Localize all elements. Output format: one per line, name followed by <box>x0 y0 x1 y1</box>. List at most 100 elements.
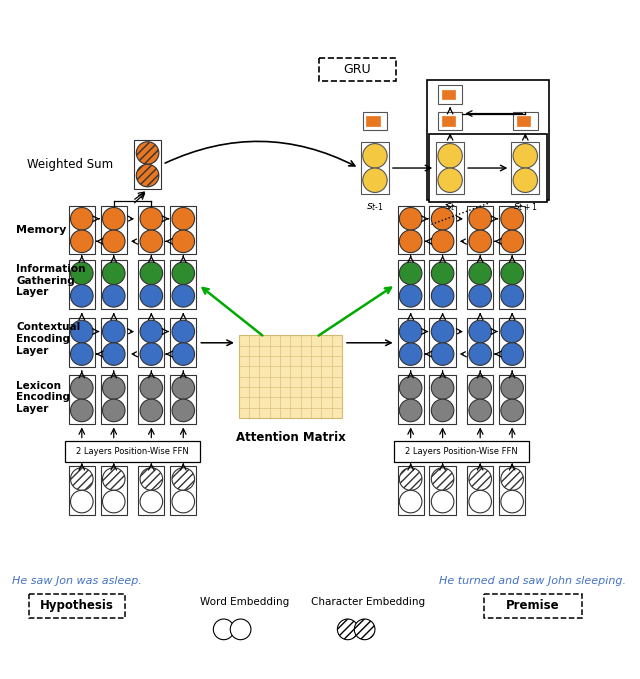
Circle shape <box>399 320 422 343</box>
Circle shape <box>172 399 195 422</box>
Circle shape <box>70 343 93 365</box>
Circle shape <box>431 343 454 365</box>
Circle shape <box>431 230 454 253</box>
Circle shape <box>431 285 454 307</box>
Bar <box>429 318 456 367</box>
Bar <box>239 335 342 418</box>
Bar <box>499 206 525 255</box>
Circle shape <box>501 262 524 285</box>
Text: $s_t$: $s_t$ <box>445 201 456 213</box>
Circle shape <box>70 399 93 422</box>
Bar <box>397 318 424 367</box>
Circle shape <box>172 468 195 490</box>
Text: Weighted Sum: Weighted Sum <box>28 158 113 170</box>
Bar <box>170 375 196 424</box>
Circle shape <box>136 142 159 164</box>
Circle shape <box>140 285 163 307</box>
Circle shape <box>501 343 524 365</box>
Bar <box>499 466 525 515</box>
Bar <box>397 375 424 424</box>
Bar <box>138 206 164 255</box>
Circle shape <box>172 320 195 343</box>
Circle shape <box>431 468 454 490</box>
Circle shape <box>337 619 358 640</box>
Bar <box>68 260 95 309</box>
Circle shape <box>172 490 195 513</box>
Circle shape <box>140 377 163 399</box>
Circle shape <box>438 168 462 192</box>
Bar <box>138 260 164 309</box>
Circle shape <box>355 619 375 640</box>
Text: $s_{t\text{-}1}$: $s_{t\text{-}1}$ <box>366 201 384 213</box>
Bar <box>170 318 196 367</box>
Bar <box>429 206 456 255</box>
Bar <box>68 318 95 367</box>
Circle shape <box>136 164 159 187</box>
Circle shape <box>399 230 422 253</box>
Bar <box>100 260 127 309</box>
Circle shape <box>70 230 93 253</box>
Circle shape <box>469 377 492 399</box>
Circle shape <box>399 490 422 513</box>
Circle shape <box>431 399 454 422</box>
Bar <box>467 318 493 367</box>
Circle shape <box>102 285 125 307</box>
Circle shape <box>70 208 93 230</box>
Circle shape <box>140 230 163 253</box>
Text: Attention Matrix: Attention Matrix <box>236 431 345 444</box>
Circle shape <box>140 343 163 365</box>
Circle shape <box>399 208 422 230</box>
Bar <box>436 142 464 194</box>
Text: Premise: Premise <box>506 600 559 612</box>
Circle shape <box>172 262 195 285</box>
Circle shape <box>399 343 422 365</box>
Circle shape <box>140 468 163 490</box>
Bar <box>170 206 196 255</box>
Circle shape <box>102 399 125 422</box>
Text: He saw Jon was asleep.: He saw Jon was asleep. <box>12 576 142 586</box>
Circle shape <box>469 399 492 422</box>
Circle shape <box>363 168 387 192</box>
Circle shape <box>172 208 195 230</box>
Circle shape <box>431 320 454 343</box>
Bar <box>397 466 424 515</box>
Bar <box>499 260 525 309</box>
Bar <box>138 466 164 515</box>
Circle shape <box>70 377 93 399</box>
Bar <box>467 260 493 309</box>
Circle shape <box>102 262 125 285</box>
Bar <box>68 206 95 255</box>
Circle shape <box>431 490 454 513</box>
Circle shape <box>102 320 125 343</box>
Circle shape <box>70 490 93 513</box>
Circle shape <box>501 377 524 399</box>
Circle shape <box>140 399 163 422</box>
Bar <box>517 116 530 126</box>
Circle shape <box>431 377 454 399</box>
Circle shape <box>469 262 492 285</box>
Bar <box>29 593 125 618</box>
Bar <box>170 466 196 515</box>
Bar <box>397 206 424 255</box>
Text: Word Embedding: Word Embedding <box>200 598 289 608</box>
Bar <box>65 441 200 462</box>
Text: GRU: GRU <box>343 63 371 76</box>
Bar <box>138 318 164 367</box>
Circle shape <box>501 320 524 343</box>
Bar <box>429 260 456 309</box>
Bar <box>511 142 540 194</box>
Bar <box>319 58 396 81</box>
Bar <box>363 111 387 130</box>
Circle shape <box>501 468 524 490</box>
Bar <box>429 466 456 515</box>
Circle shape <box>172 230 195 253</box>
Circle shape <box>102 230 125 253</box>
Circle shape <box>501 208 524 230</box>
Bar <box>499 375 525 424</box>
Circle shape <box>102 490 125 513</box>
Circle shape <box>513 168 538 192</box>
Text: Memory: Memory <box>16 225 67 235</box>
Circle shape <box>501 490 524 513</box>
Circle shape <box>172 377 195 399</box>
Circle shape <box>70 320 93 343</box>
